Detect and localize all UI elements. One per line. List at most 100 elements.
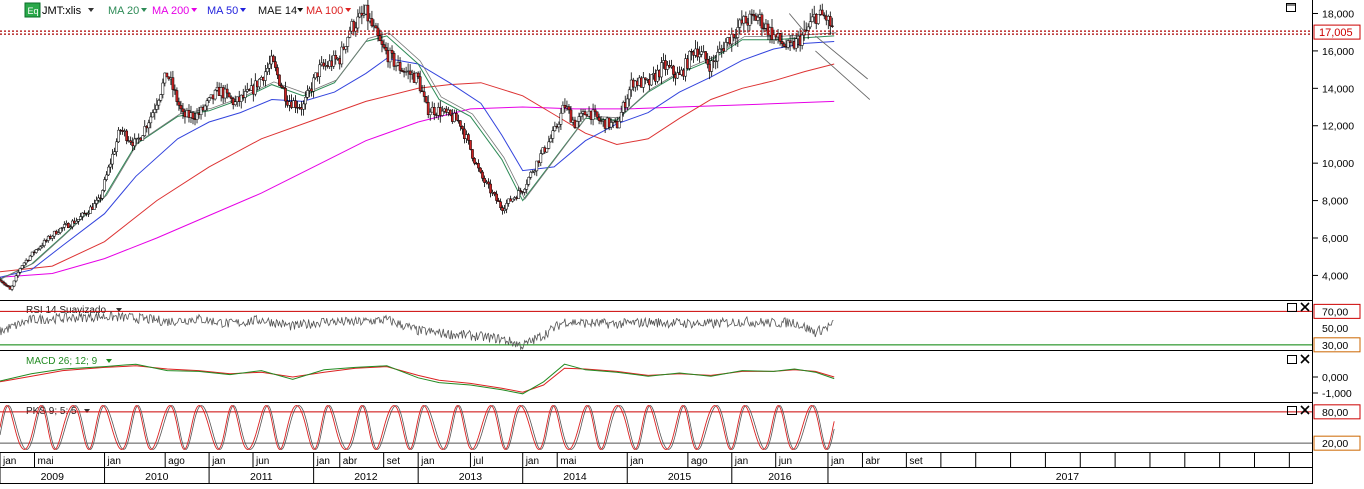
candle-body (718, 48, 722, 53)
candle-body (159, 94, 163, 101)
candle-body (559, 112, 563, 125)
close-icon[interactable] (1300, 354, 1310, 364)
pks-tick-label: 80,00 (1322, 407, 1348, 419)
rsi-label[interactable]: RSI 14 Suavizado (26, 305, 106, 316)
month-label: jan (525, 456, 539, 467)
candle-body (473, 158, 476, 164)
candle-body (0, 278, 2, 282)
macd-tick-label: 0,000 (1322, 372, 1348, 384)
month-label: jan (830, 456, 844, 467)
pks-tick-label: 20,00 (1322, 438, 1348, 450)
candle-body (422, 91, 426, 97)
candle-body (595, 111, 599, 118)
candle-body (688, 50, 691, 69)
candle-body (239, 94, 243, 102)
panel-window-controls[interactable] (1287, 405, 1310, 415)
candle-body (28, 255, 32, 261)
indicator-label[interactable]: MA 100 (306, 5, 343, 17)
rsi-line (0, 311, 834, 351)
symbol-label[interactable]: JMT:xlis (42, 5, 82, 17)
trendlines (788, 13, 871, 100)
candle-body (710, 60, 714, 72)
eq-badge[interactable] (24, 2, 41, 18)
candle-body (6, 285, 10, 288)
candle-body (619, 112, 623, 122)
macd-label[interactable]: MACD 26; 12; 9 (26, 356, 98, 367)
chart-header: Eq JMT:xlis MA 20 MA 200 MA 50 MAE 14 MA 100 (24, 2, 352, 18)
candle-body (531, 171, 535, 173)
candle-body (340, 46, 344, 65)
candle-body (233, 101, 237, 105)
close-icon[interactable] (1300, 302, 1310, 312)
candle-body (103, 179, 106, 191)
maximize-icon[interactable] (1286, 3, 1296, 12)
candle-body (151, 112, 155, 118)
candle-body (34, 249, 38, 253)
candle-body (523, 189, 527, 193)
candle-body (698, 54, 701, 58)
panel-window-controls[interactable] (1287, 354, 1310, 364)
candle-body (756, 17, 760, 21)
chevron-down-icon[interactable] (106, 359, 112, 363)
candle-body (748, 13, 752, 26)
month-label: jun (778, 456, 792, 467)
candle-body (704, 51, 708, 60)
macd-line (0, 363, 835, 395)
maximize-icon[interactable] (1287, 406, 1297, 415)
candle-body (44, 240, 48, 242)
candle-body (77, 219, 80, 222)
chevron-down-icon (345, 8, 352, 12)
eq-badge-label: Eq (28, 6, 39, 16)
y-tick-label: 16,000 (1322, 46, 1354, 58)
candle-body (276, 67, 279, 76)
candle-body (278, 74, 281, 86)
candle-body (125, 130, 129, 141)
candle-body (591, 109, 595, 120)
indicator-label[interactable]: MA 50 (207, 5, 238, 17)
price-panel: 4,000 6,000 8,000 10,000 12,000 14,000 16,000 1… (0, 0, 1361, 292)
candle-body (20, 265, 24, 269)
y-tick-label: 12,000 (1322, 121, 1354, 133)
candle-body (820, 9, 824, 16)
macd-series: 0,000 -1,000 (0, 363, 1352, 400)
trendline (788, 13, 806, 33)
candle-body (730, 34, 734, 45)
candle-body (332, 55, 336, 67)
candle-body (109, 163, 112, 168)
candle-body (738, 19, 742, 28)
chevron-down-icon[interactable] (116, 308, 122, 312)
maximize-icon[interactable] (1287, 303, 1297, 312)
chevron-down-icon[interactable] (84, 409, 90, 413)
candle-body (479, 167, 482, 173)
indicator-label[interactable]: MA 200 (152, 5, 189, 17)
y-tick-label: 8,000 (1322, 196, 1348, 208)
chevron-down-icon[interactable] (88, 8, 94, 12)
close-icon[interactable] (1300, 405, 1310, 415)
candle-body (828, 16, 832, 27)
candle-body (744, 16, 748, 24)
macd-panel: MACD 26; 12; 9 0,000 -1,000 (0, 354, 1352, 400)
panel-frames (0, 0, 1313, 484)
indicator-label[interactable]: MA 20 (108, 5, 139, 17)
month-label: mai (37, 456, 53, 467)
candle-body (806, 26, 810, 31)
candle-body (312, 77, 315, 92)
candle-body (153, 109, 157, 113)
candle-body (557, 124, 561, 128)
candle-body (830, 25, 834, 27)
ma100-line (0, 63, 835, 273)
maximize-icon[interactable] (1287, 355, 1297, 364)
candle-body (432, 107, 436, 115)
candle-body (666, 65, 669, 70)
candle-body (597, 117, 601, 121)
month-ticks: jan mai jan ago jan jun jan abr set jan jul jan mai j… (0, 452, 1290, 467)
panel-window-controls[interactable] (1287, 302, 1310, 312)
time-axis: jan mai jan ago jan jun jan abr set jan jul jan mai j… (0, 452, 1313, 484)
ma200-line (0, 100, 835, 278)
candle-body (79, 216, 82, 220)
candle-body (147, 122, 151, 129)
month-label: jan (420, 456, 434, 467)
candle-body (424, 96, 428, 103)
indicator-label[interactable]: MAE 14 (258, 5, 297, 17)
candle-body (392, 53, 396, 67)
